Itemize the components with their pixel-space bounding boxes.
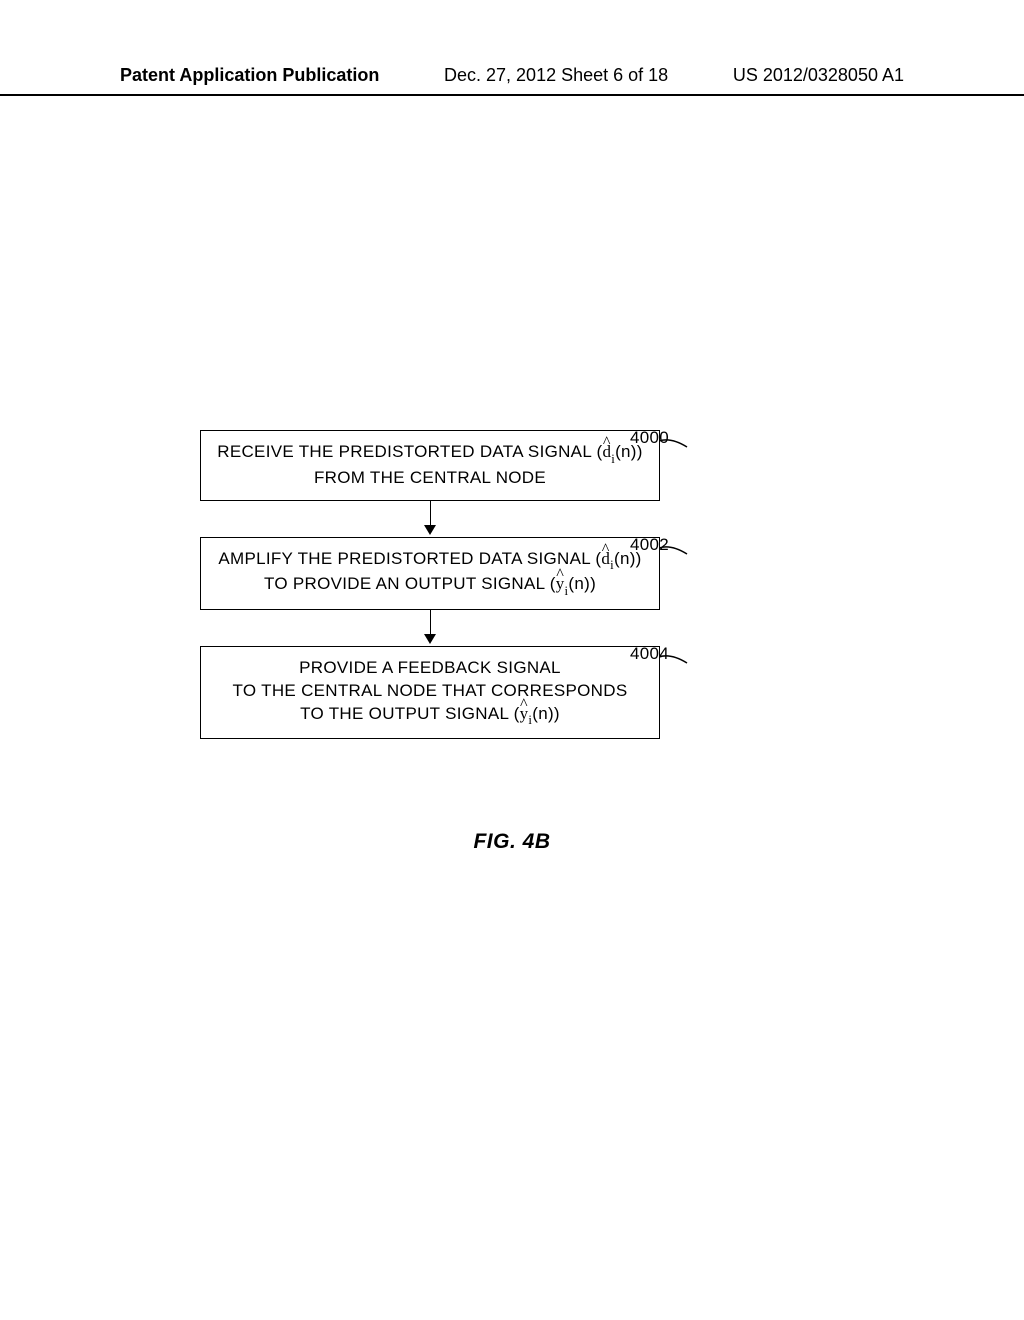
flow-arrow: [200, 501, 660, 537]
flow-node-text: TO THE OUTPUT SIGNAL (^yi(n)): [213, 703, 647, 729]
arrow-shaft: [430, 501, 431, 527]
arrow-head-icon: [424, 634, 436, 644]
figure-caption: FIG. 4B: [0, 830, 1024, 854]
flow-node-n1: RECEIVE THE PREDISTORTED DATA SIGNAL (^d…: [200, 430, 660, 501]
flow-arrow: [200, 610, 660, 646]
header-right: US 2012/0328050 A1: [733, 65, 904, 86]
flow-node-text: FROM THE CENTRAL NODE: [213, 467, 647, 490]
ref-leader: [659, 544, 749, 568]
ref-leader: [659, 437, 749, 461]
flow-node-text: TO THE CENTRAL NODE THAT CORRESPONDS: [213, 680, 647, 703]
ref-number: 4000: [630, 427, 669, 450]
page-header: Patent Application Publication Dec. 27, …: [0, 65, 1024, 96]
ref-leader: [659, 653, 749, 677]
ref-number: 4004: [630, 643, 669, 666]
flow-node-text: PROVIDE A FEEDBACK SIGNAL: [213, 657, 647, 680]
arrow-shaft: [430, 610, 431, 636]
arrow-head-icon: [424, 525, 436, 535]
ref-number: 4002: [630, 534, 669, 557]
flow-node-n2: AMPLIFY THE PREDISTORTED DATA SIGNAL (^d…: [200, 537, 660, 610]
flowchart: RECEIVE THE PREDISTORTED DATA SIGNAL (^d…: [200, 430, 840, 739]
header-left: Patent Application Publication: [120, 65, 379, 86]
flow-node-text: TO PROVIDE AN OUTPUT SIGNAL (^yi(n)): [213, 573, 647, 599]
header-center: Dec. 27, 2012 Sheet 6 of 18: [444, 65, 668, 86]
flow-node-text: RECEIVE THE PREDISTORTED DATA SIGNAL (^d…: [213, 441, 647, 467]
flow-node-n3: PROVIDE A FEEDBACK SIGNALTO THE CENTRAL …: [200, 646, 660, 739]
patent-page: Patent Application Publication Dec. 27, …: [0, 0, 1024, 1320]
flow-node-text: AMPLIFY THE PREDISTORTED DATA SIGNAL (^d…: [213, 548, 647, 574]
